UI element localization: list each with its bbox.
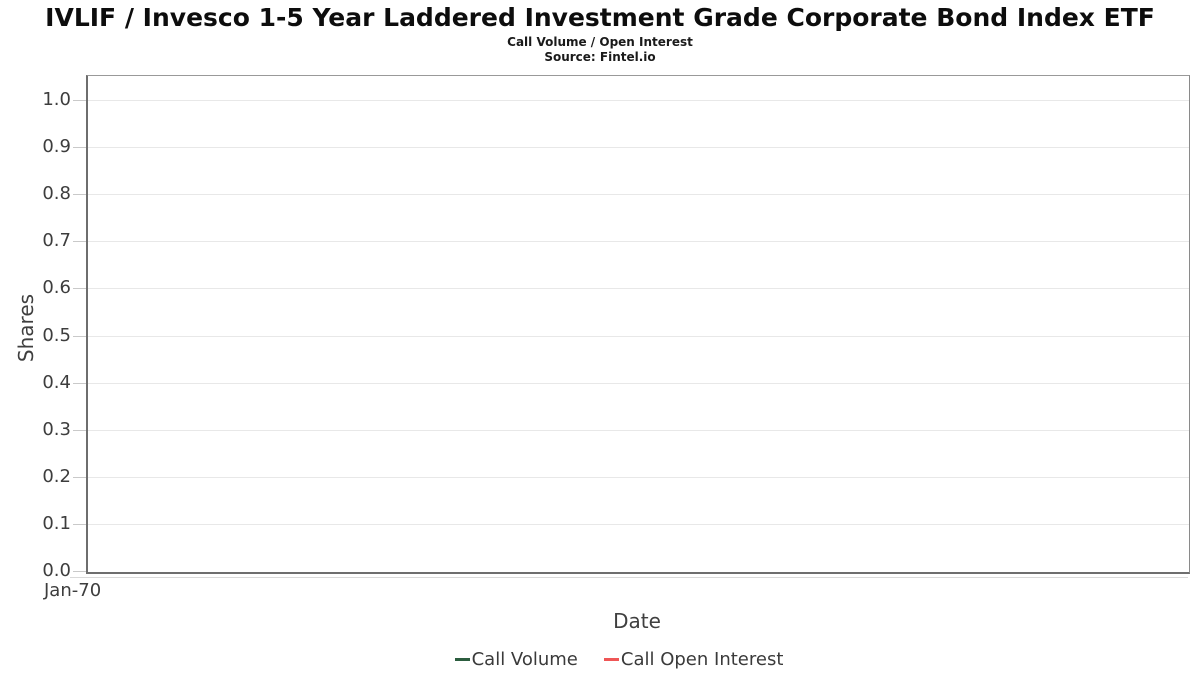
y-gridline: [88, 100, 1189, 101]
y-tick-label: 0.7: [42, 230, 71, 252]
x-axis-line: [70, 577, 1188, 578]
y-tick-label: 0.8: [42, 183, 71, 205]
y-tick-label: 0.2: [42, 465, 71, 487]
y-tick-mark: [73, 100, 86, 101]
y-tick-label: 0.3: [42, 418, 71, 440]
y-gridline: [88, 429, 1189, 431]
x-axis-label: Date: [613, 609, 661, 633]
y-gridline: [88, 335, 1189, 337]
legend-swatch-icon: [454, 657, 470, 661]
y-tick-label: 0.4: [42, 371, 71, 393]
y-gridline: [88, 382, 1189, 384]
y-tick-label: 0.0: [42, 560, 71, 581]
plot-area: [86, 75, 1190, 574]
legend-swatch-icon: [603, 657, 619, 661]
legend: Call Volume Call Open Interest: [56, 646, 1182, 672]
y-tick-mark: [73, 571, 86, 572]
y-gridline: [88, 288, 1189, 290]
y-tick-label: 0.6: [42, 277, 71, 299]
x-tick-label: Jan-70: [44, 580, 102, 601]
y-tick-label: 1.0: [42, 89, 71, 110]
y-gridline: [88, 241, 1189, 243]
chart-source-label: Source: Fintel.io: [544, 50, 656, 64]
legend-label: Call Volume: [471, 648, 578, 670]
chart-title: IVLIF / Invesco 1-5 Year Laddered Invest…: [45, 3, 1155, 32]
y-tick-mark: [73, 476, 86, 478]
y-gridline: [88, 147, 1189, 149]
y-axis-label: Shares: [14, 293, 38, 363]
y-tick-label: 0.9: [42, 136, 71, 158]
y-tick-mark: [73, 523, 86, 525]
y-tick-mark: [73, 335, 86, 337]
legend-item: Call Open Interest: [603, 648, 784, 670]
y-tick-mark: [73, 382, 86, 384]
legend-label: Call Open Interest: [620, 648, 784, 670]
y-gridline: [88, 523, 1189, 525]
y-gridline: [88, 194, 1189, 196]
y-tick-label: 0.5: [42, 324, 71, 346]
y-tick-mark: [73, 241, 86, 243]
y-tick-mark: [73, 288, 86, 290]
legend-item: Call Volume: [454, 648, 578, 670]
y-gridline: [88, 476, 1189, 478]
y-tick-mark: [73, 429, 86, 431]
y-tick-mark: [73, 194, 86, 196]
chart-subtitle: Call Volume / Open Interest: [507, 35, 693, 49]
y-tick-label: 0.1: [42, 512, 71, 534]
y-tick-mark: [73, 147, 86, 149]
